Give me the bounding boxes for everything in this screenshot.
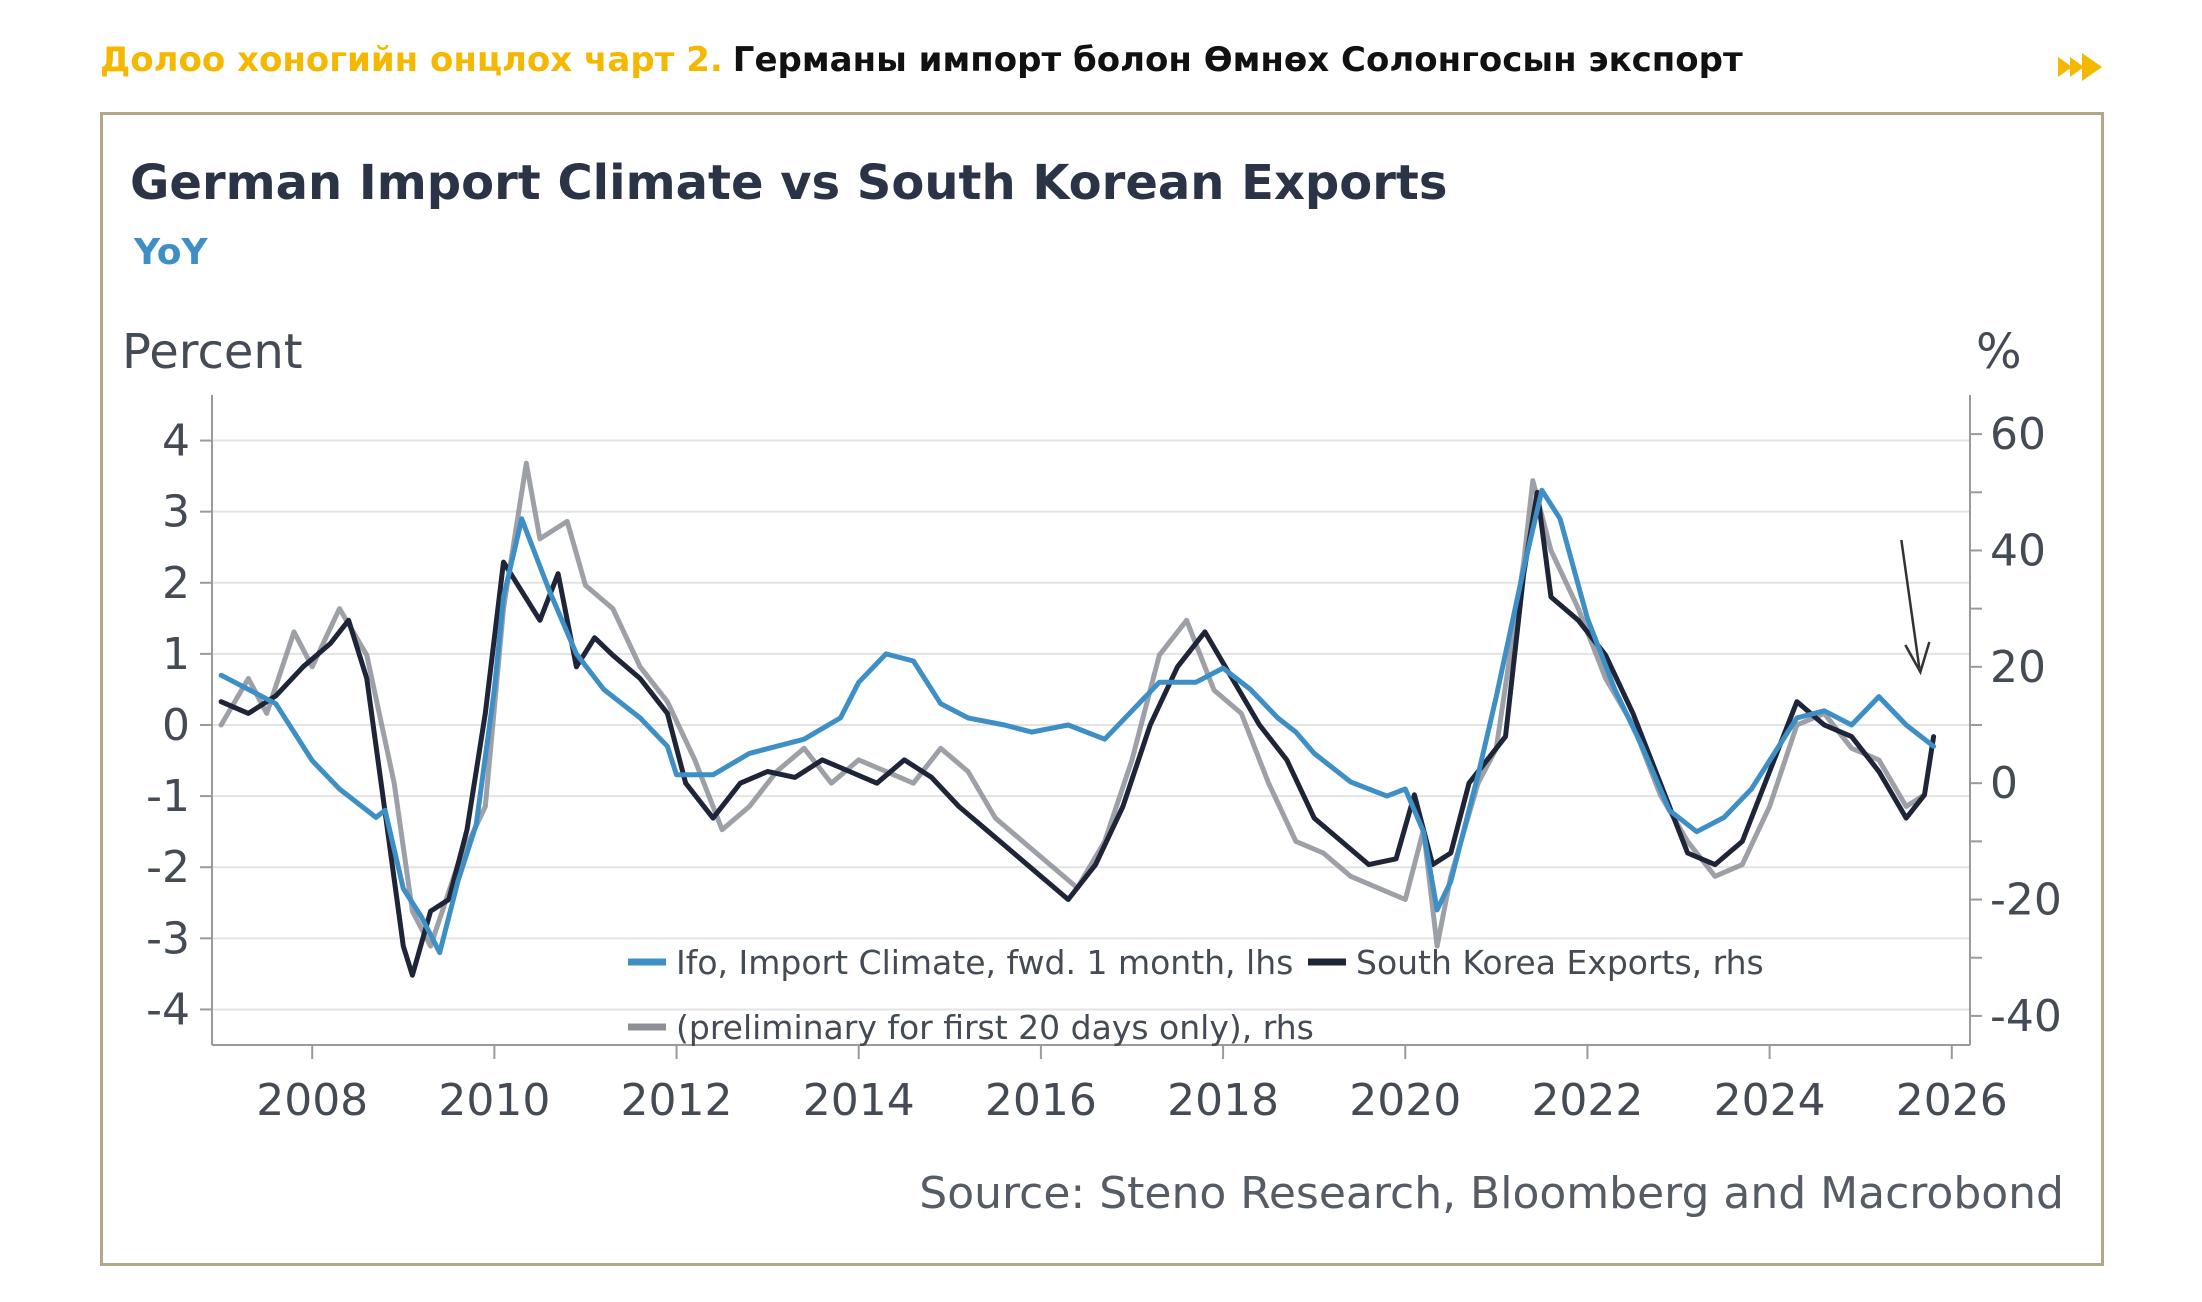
x-tick-label: 2018 — [1167, 1075, 1279, 1126]
left-tick-label: 3 — [162, 487, 190, 538]
right-axis-unit: % — [1976, 324, 2022, 380]
legend-ifo-label: Ifo, Import Climate, fwd. 1 month, lhs — [676, 943, 1293, 982]
left-tick-label: 1 — [162, 629, 190, 680]
chart-title: German Import Climate vs South Korean Ex… — [130, 155, 1448, 211]
source-note: Source: Steno Research, Bloomberg and Ma… — [919, 1168, 2064, 1219]
x-tick-label: 2014 — [803, 1075, 915, 1126]
figure-label: Долоо хоногийн онцлох чарт 2. — [100, 40, 723, 80]
left-tick-label: 2 — [162, 558, 190, 609]
right-tick-label: 40 — [1990, 525, 2046, 576]
x-tick-label: 2024 — [1714, 1075, 1826, 1126]
x-tick-label: 2026 — [1896, 1075, 2008, 1126]
right-tick-label: 0 — [1990, 758, 2018, 809]
left-tick-label: 0 — [162, 700, 190, 751]
x-tick-label: 2008 — [256, 1075, 368, 1126]
left-tick-label: -3 — [146, 913, 190, 964]
annotation-arrow-shaft — [1900, 539, 1921, 669]
series-line-preliminary-exports — [218, 460, 1927, 949]
forward-arrow-icon[interactable] — [2058, 50, 2108, 84]
series-line-ifo-import-climate — [218, 487, 1937, 956]
left-tick-label: -1 — [146, 771, 190, 822]
x-tick-label: 2016 — [985, 1075, 1097, 1126]
legend-preliminary-label: (preliminary for first 20 days only), rh… — [676, 1008, 1314, 1047]
x-tick-label: 2020 — [1349, 1075, 1461, 1126]
annotation-arrow-head — [1904, 641, 1931, 676]
right-tick-label: 60 — [1990, 409, 2046, 460]
legend-south-korea-label: South Korea Exports, rhs — [1356, 943, 1764, 982]
left-tick-label: -4 — [146, 984, 190, 1035]
x-tick-label: 2022 — [1531, 1075, 1643, 1126]
left-tick-label: -2 — [146, 842, 190, 893]
x-tick-label: 2010 — [438, 1075, 550, 1126]
figure-title: Германы импорт болон Өмнөх Солонгосын эк… — [732, 40, 1743, 80]
x-tick-label: 2012 — [621, 1075, 733, 1126]
chart-frame — [100, 112, 2104, 1266]
right-tick-label: -40 — [1990, 991, 2062, 1042]
left-tick-label: 4 — [162, 416, 190, 467]
series-line-south-korea-exports — [218, 489, 1937, 978]
chart-subtitle: YoY — [134, 232, 208, 273]
right-tick-label: -20 — [1990, 875, 2062, 926]
right-tick-label: 20 — [1990, 642, 2046, 693]
figure-header: Долоо хоногийн онцлох чарт 2. Германы имп… — [100, 40, 2100, 90]
left-axis-unit: Percent — [122, 324, 303, 380]
